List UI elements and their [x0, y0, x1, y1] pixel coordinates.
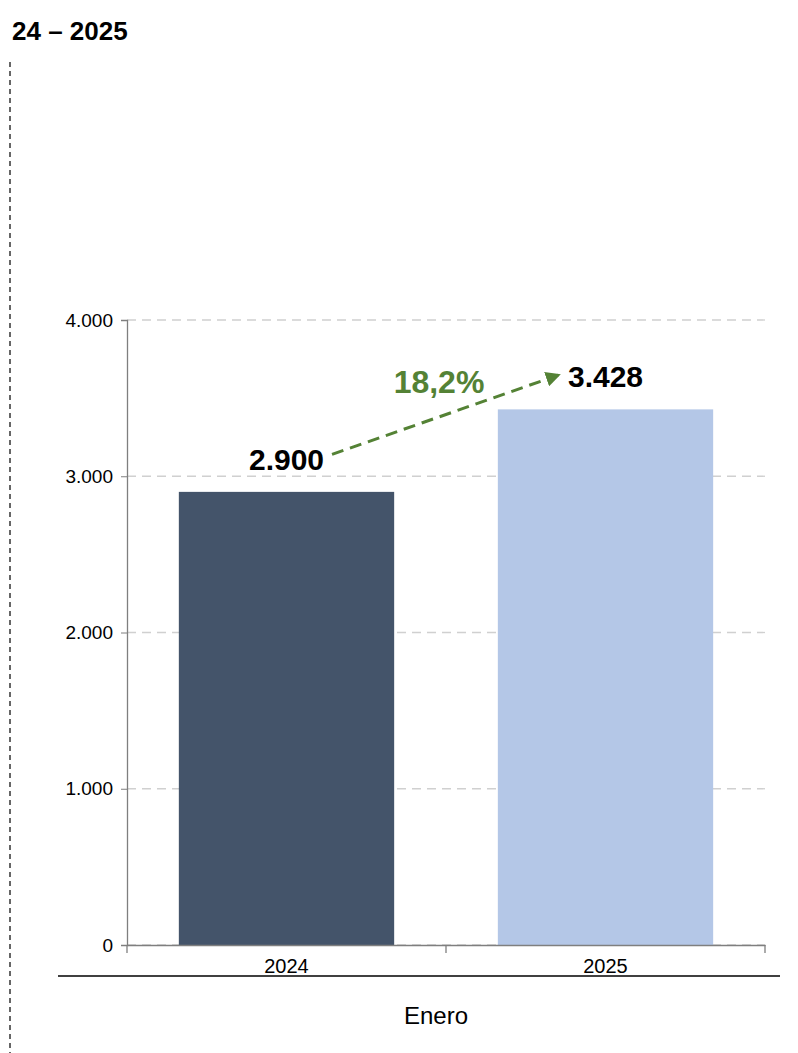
y-tick-label: 3.000 — [65, 466, 113, 487]
chart: 24 – 2025 0 1.000 2.000 3.000 4.000 2024 2025 En… — [0, 0, 798, 1053]
data-labels: 2.900 3.428 — [249, 360, 643, 476]
y-tick: 3.000 — [65, 466, 127, 487]
y-tick-mark — [121, 945, 127, 946]
data-label: 3.428 — [568, 360, 643, 393]
panel-separator — [9, 62, 10, 1053]
y-tick-mark — [121, 476, 127, 477]
y-tick-label: 0 — [102, 935, 113, 956]
title: 24 – 2025 — [12, 16, 128, 46]
data-label: 2.900 — [249, 443, 324, 476]
y-tick-mark — [121, 320, 127, 321]
x-axis-title: Enero — [404, 1002, 468, 1029]
y-axis-line — [121, 321, 128, 946]
y-tick: 0 — [102, 935, 127, 956]
bar — [179, 492, 394, 945]
y-tick: 4.000 — [65, 310, 127, 331]
category-separator — [445, 945, 446, 953]
y-tick-mark — [121, 789, 127, 790]
y-tick-label: 4.000 — [65, 310, 113, 331]
x-tick-label: 2024 — [264, 955, 309, 977]
group-line — [58, 975, 780, 976]
grid-line — [127, 319, 765, 320]
y-tick: 1.000 — [65, 778, 127, 799]
x-axis: 2024 2025 — [128, 945, 766, 977]
y-tick: 2.000 — [65, 622, 127, 643]
y-axis: 0 1.000 2.000 3.000 4.000 — [65, 310, 127, 956]
x-tick-label: 2025 — [583, 955, 628, 977]
bar — [498, 409, 713, 945]
bars — [179, 409, 713, 945]
x-tick: 2024 — [264, 945, 309, 977]
y-tick-label: 2.000 — [65, 622, 113, 643]
growth-annotation: 18,2% — [394, 364, 485, 400]
x-tick: 2025 — [583, 945, 628, 977]
y-tick-label: 1.000 — [65, 778, 113, 799]
y-tick-mark — [121, 633, 127, 634]
category-separator — [126, 945, 127, 953]
grid — [127, 320, 765, 945]
category-separator — [764, 945, 765, 953]
